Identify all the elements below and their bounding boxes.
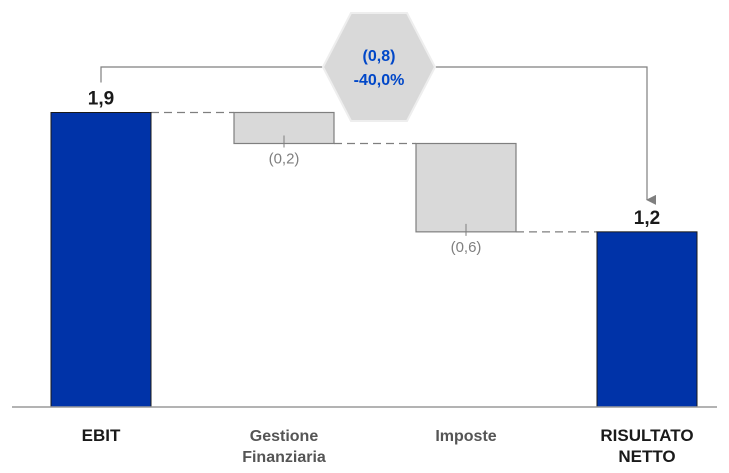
value-labels: 1,9 (0,2) (0,6) 1,2 [88,89,660,256]
bar-3 [415,142,517,233]
bar-4 [596,231,698,408]
bars-group [50,111,698,408]
change-badge: (0,8) -40,0% [321,12,437,122]
value-label-4: 1,2 [634,208,660,229]
category-labels: EBIT Gestione Finanziaria Imposte RISULTATO N… [82,426,694,466]
category-label-1: EBIT [82,426,121,445]
value-label-1: 1,9 [88,89,114,110]
value-label-2: (0,2) [269,151,300,168]
category-label-4: RISULTATO NETTO [600,426,693,466]
connector-lines [151,111,597,233]
bar-1 [50,112,152,408]
badge-pct-value: -40,0% [354,72,405,89]
category-label-2: Gestione Finanziaria [242,428,326,466]
badge-abs-value: (0,8) [363,48,396,65]
badge-hexagon [321,12,437,122]
value-label-3: (0,6) [451,239,482,256]
category-label-3: Imposte [435,428,496,445]
